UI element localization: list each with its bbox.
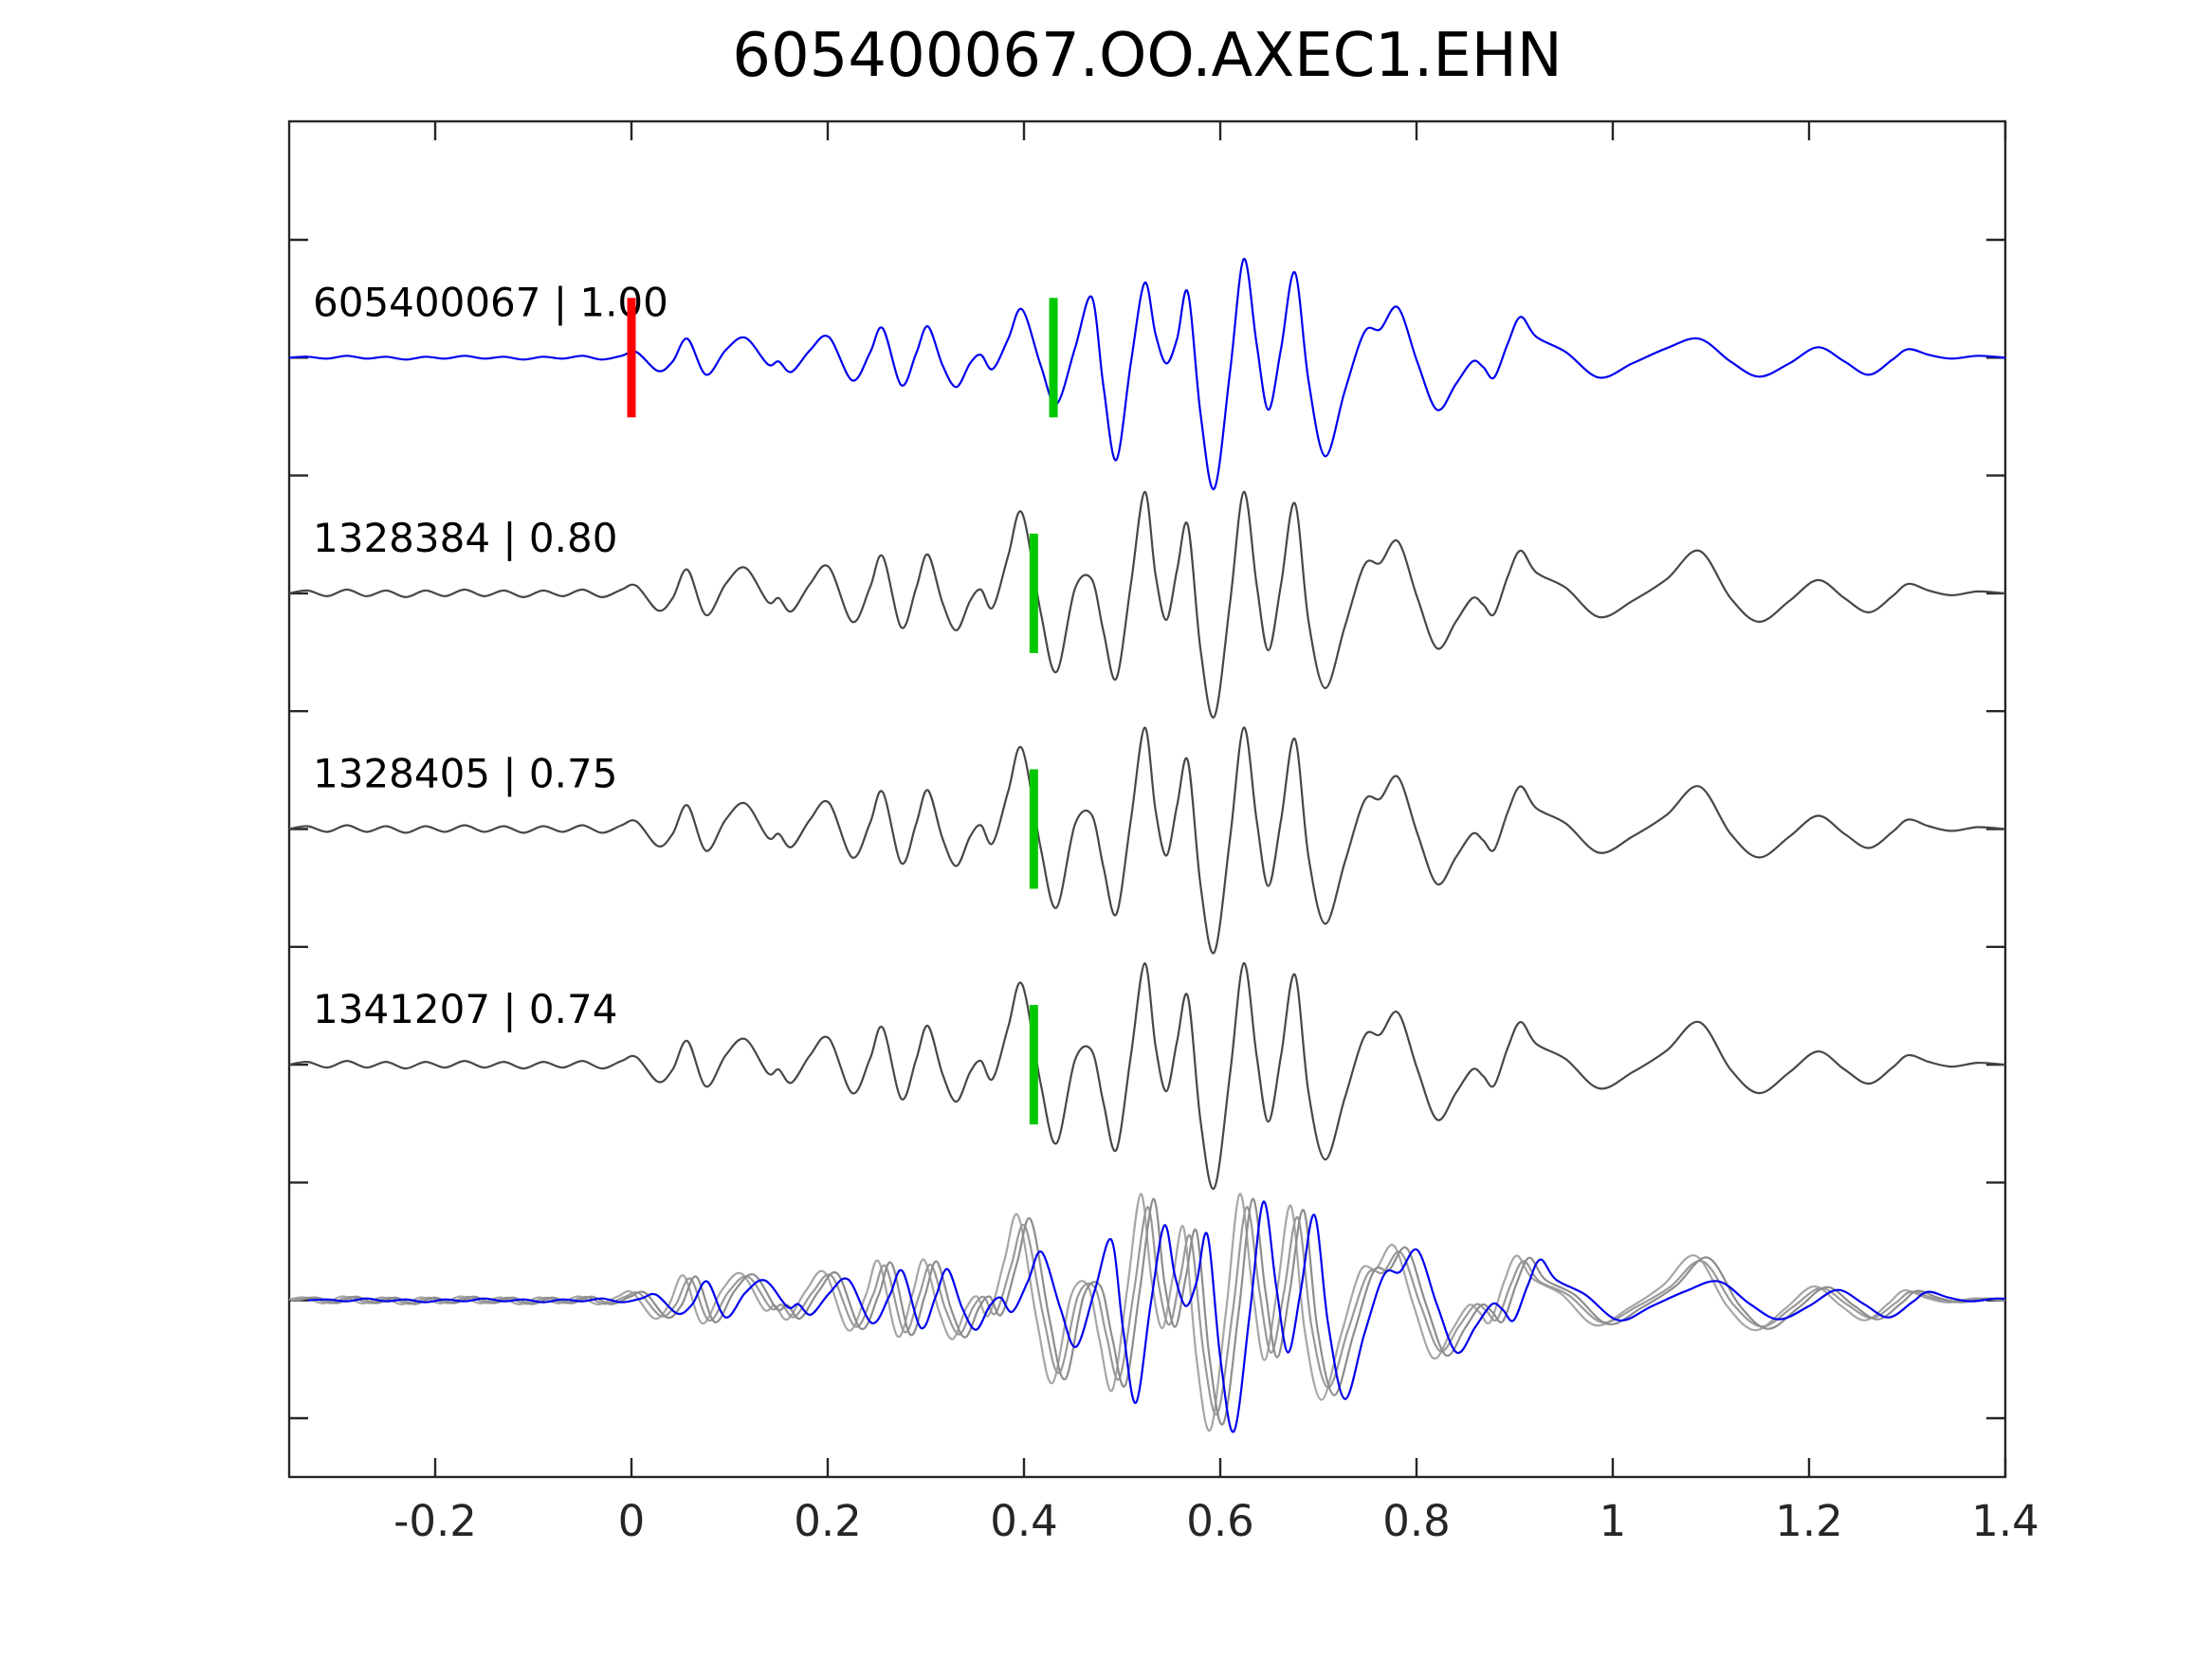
x-tick-label: 0.2 xyxy=(794,1496,862,1546)
trace-template xyxy=(289,726,2005,955)
x-tick-label: 1 xyxy=(1600,1496,1627,1546)
x-tick-label: 0.8 xyxy=(1382,1496,1451,1546)
trace-label: 605400067 | 1.00 xyxy=(313,279,668,325)
trace-detection xyxy=(289,258,2005,490)
plot-title: 605400067.OO.AXEC1.EHN xyxy=(732,21,1563,91)
trace-template xyxy=(289,961,2005,1191)
x-tick-label: 0 xyxy=(618,1496,646,1546)
overlay-trace-detection xyxy=(307,1200,2005,1433)
x-tick-label: 0.4 xyxy=(990,1496,1058,1546)
x-tick-label: 1.4 xyxy=(1971,1496,2039,1546)
trace-label: 1341207 | 0.74 xyxy=(313,986,617,1032)
trace-label: 1328384 | 0.80 xyxy=(313,515,617,561)
axes-frame xyxy=(287,119,2007,1479)
x-tick-label: -0.2 xyxy=(393,1496,477,1546)
x-tick-label: 0.6 xyxy=(1186,1496,1254,1546)
trace-label: 1328405 | 0.75 xyxy=(313,751,617,797)
x-tick-label: 1.2 xyxy=(1775,1496,1843,1546)
trace-template xyxy=(289,490,2005,719)
